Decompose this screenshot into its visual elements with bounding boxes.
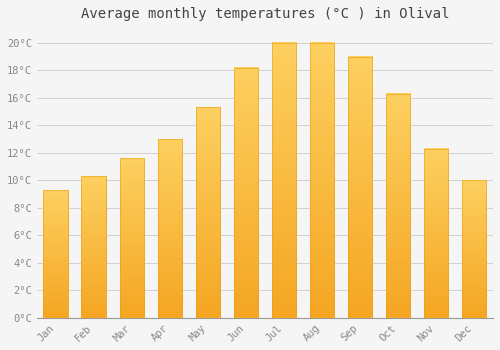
Bar: [44, 190, 68, 318]
Bar: [82, 176, 106, 318]
Bar: [348, 57, 372, 318]
Bar: [196, 107, 220, 318]
Bar: [272, 43, 296, 318]
Bar: [196, 107, 220, 318]
Bar: [44, 190, 68, 318]
Bar: [424, 149, 448, 318]
Bar: [386, 94, 410, 318]
Bar: [234, 68, 258, 318]
Bar: [462, 180, 486, 318]
Bar: [310, 43, 334, 318]
Bar: [158, 139, 182, 318]
Bar: [310, 43, 334, 318]
Bar: [158, 139, 182, 318]
Bar: [272, 43, 296, 318]
Bar: [462, 180, 486, 318]
Bar: [120, 158, 144, 318]
Bar: [234, 68, 258, 318]
Bar: [82, 176, 106, 318]
Bar: [348, 57, 372, 318]
Title: Average monthly temperatures (°C ) in Olival: Average monthly temperatures (°C ) in Ol…: [80, 7, 449, 21]
Bar: [120, 158, 144, 318]
Bar: [424, 149, 448, 318]
Bar: [386, 94, 410, 318]
